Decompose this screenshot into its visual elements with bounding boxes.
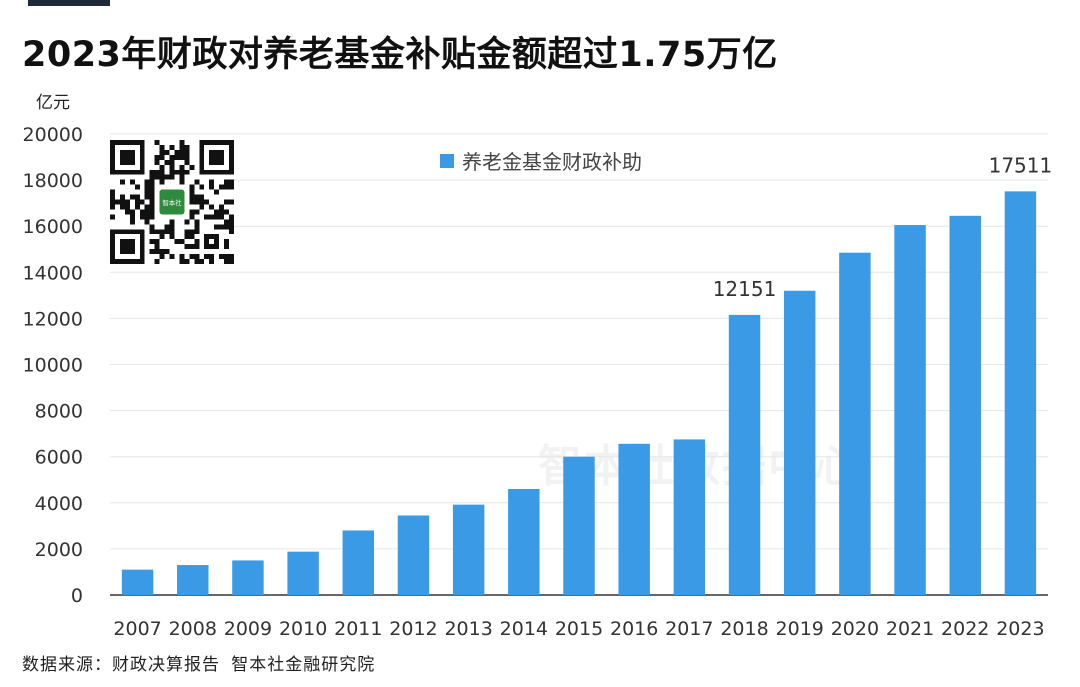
x-tick-label: 2016 bbox=[610, 618, 658, 640]
legend-swatch bbox=[440, 153, 454, 168]
bar-2017 bbox=[673, 439, 706, 595]
chart-title: 2023年财政对养老基金补贴金额超过1.75万亿 bbox=[22, 35, 778, 75]
bar-2020 bbox=[839, 252, 871, 595]
x-tick-label: 2014 bbox=[500, 618, 548, 640]
x-tick-label: 2012 bbox=[389, 618, 437, 640]
x-tick-label: 2021 bbox=[886, 618, 934, 640]
bar-2018 bbox=[728, 314, 761, 595]
y-tick-label: 10000 bbox=[23, 355, 83, 377]
y-axis-unit: 亿元 bbox=[36, 93, 70, 113]
y-tick-label: 14000 bbox=[23, 262, 83, 284]
y-tick-label: 8000 bbox=[35, 401, 83, 423]
qr-finder-bottom-left bbox=[110, 229, 145, 264]
x-tick-label: 2009 bbox=[224, 618, 272, 640]
y-tick-label: 4000 bbox=[35, 493, 83, 515]
y-tick-label: 18000 bbox=[23, 170, 83, 192]
bar-2015 bbox=[563, 456, 595, 595]
y-tick-label: 12000 bbox=[23, 308, 83, 330]
bar-2019 bbox=[783, 290, 816, 595]
bar-2009 bbox=[232, 560, 264, 595]
legend-label: 养老金基金财政补助 bbox=[462, 150, 642, 174]
x-tick-label: 2017 bbox=[665, 618, 713, 640]
qr-logo: 智本社 bbox=[157, 187, 187, 217]
data-source: 数据来源：财政决算报告 智本社金融研究院 bbox=[22, 655, 376, 675]
y-tick-label: 2000 bbox=[35, 539, 83, 561]
y-tick-label: 0 bbox=[71, 585, 83, 607]
x-tick-label: 2020 bbox=[831, 618, 879, 640]
chart-legend: 养老金基金财政补助 bbox=[440, 146, 642, 175]
x-tick-label: 2010 bbox=[279, 618, 327, 640]
x-tick-label: 2019 bbox=[776, 618, 824, 640]
bar-2010 bbox=[287, 551, 319, 595]
qr-code: 智本社 bbox=[110, 140, 234, 264]
bar-2012 bbox=[397, 515, 430, 595]
bar-2007 bbox=[121, 569, 154, 595]
qr-finder-top-right bbox=[199, 140, 234, 175]
y-tick-label: 16000 bbox=[23, 216, 83, 238]
bar-2014 bbox=[508, 488, 540, 595]
bar-2008 bbox=[177, 565, 209, 595]
qr-alignment bbox=[204, 234, 220, 250]
qr-logo-text: 智本社 bbox=[162, 198, 182, 207]
x-tick-label: 2015 bbox=[555, 618, 603, 640]
bar-2016 bbox=[618, 443, 650, 595]
x-tick-label: 2022 bbox=[941, 618, 989, 640]
x-tick-label: 2007 bbox=[113, 618, 161, 640]
bar-2021 bbox=[894, 225, 926, 596]
bar-2011 bbox=[342, 530, 375, 595]
x-tick-label: 2008 bbox=[169, 618, 217, 640]
x-tick-label: 2023 bbox=[996, 618, 1044, 640]
y-tick-label: 6000 bbox=[35, 447, 83, 469]
x-tick-label: 2011 bbox=[334, 618, 382, 640]
x-tick-label: 2013 bbox=[444, 618, 492, 640]
bar-2013 bbox=[452, 504, 485, 595]
data-label: 17511 bbox=[989, 153, 1053, 177]
bar-2022 bbox=[949, 215, 981, 595]
data-label: 12151 bbox=[713, 277, 777, 301]
qr-finder-top-left bbox=[110, 140, 145, 175]
x-tick-label: 2018 bbox=[720, 618, 768, 640]
bar-2023 bbox=[1004, 191, 1037, 595]
top-accent-bar bbox=[28, 0, 110, 6]
y-tick-label: 20000 bbox=[23, 124, 83, 146]
